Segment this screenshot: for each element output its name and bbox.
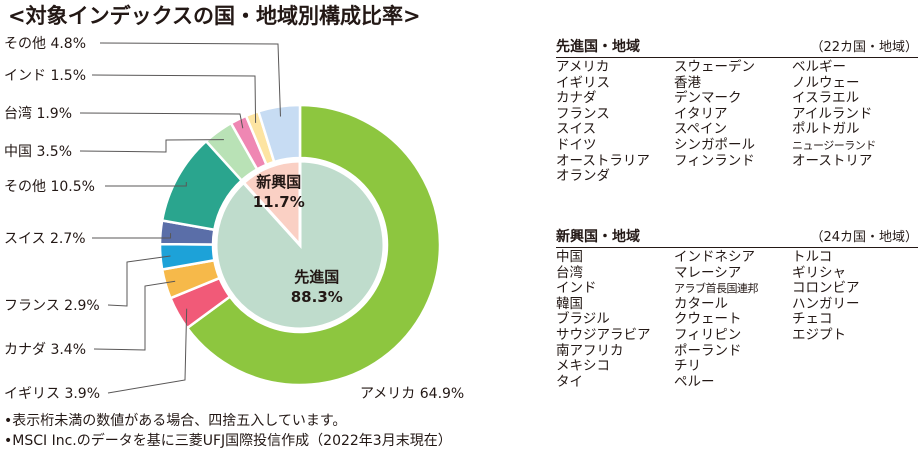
emerging-heading: 新興国・地域 — [556, 229, 640, 245]
country-item: サウジアラビア — [556, 326, 651, 343]
inner-value-1: 11.7% — [253, 193, 305, 211]
country-item: フランス — [556, 105, 610, 122]
inner-value-0: 88.3% — [291, 288, 343, 306]
leader-line-7 — [79, 112, 244, 129]
developed-count: （22カ国・地域） — [810, 40, 918, 55]
country-item: オーストラリア — [556, 152, 650, 169]
developed-country-list: アメリカ イギリス カナダ フランス スイス ドイツ オーストラリア オランダ スウェーデン香… — [556, 59, 918, 185]
emerging-panel: 新興国・地域 （24カ国・地域） 中国 台湾 インド 韓国 ブラジル サウジアラビア 南アフ… — [556, 226, 918, 390]
country-item: 南アフリカ — [556, 342, 624, 359]
slice-label-8: インド 1.5% — [4, 68, 86, 84]
country-item: ニュージーランド — [792, 138, 876, 152]
developed-panel: 先進国・地域 （22カ国・地域） アメリカ イギリス カナダ フランス スイス ドイツ オー… — [556, 36, 918, 185]
emerging-country-list: 中国 台湾 インド 韓国 ブラジル サウジアラビア 南アフリカ メキシコ タイ インドネシア マレ… — [556, 249, 918, 390]
developed-heading: 先進国・地域 — [556, 39, 640, 55]
country-item: ドイツ — [556, 136, 597, 153]
country-item: ブラジル — [556, 311, 610, 328]
country-item: ポルトガル — [792, 121, 860, 138]
slice-9 — [256, 103, 302, 164]
inner-label-1: 新興国 — [256, 173, 301, 191]
country-item: アラブ首長国連邦 — [674, 282, 759, 296]
footnote-rounding: •表示桁未満の数値がある場合、四捨五入しています。 — [4, 413, 347, 429]
country-item: ギリシャ — [792, 264, 846, 281]
country-item: チリ — [674, 358, 701, 375]
country-item: メキシコ — [556, 358, 610, 375]
country-item: カタール — [674, 295, 728, 312]
leader-line-8 — [91, 74, 257, 123]
leader-line-5 — [105, 182, 187, 187]
country-item: クウェート — [674, 311, 742, 328]
slice-label-0: アメリカ 64.9% — [360, 386, 464, 402]
leader-line-2 — [93, 280, 176, 351]
country-item: カナダ — [556, 90, 597, 107]
country-item: スウェーデン — [674, 59, 755, 75]
slice-label-4: スイス 2.7% — [4, 231, 86, 247]
country-item: チェコ — [792, 311, 833, 328]
country-item: スイス — [556, 121, 597, 138]
country-item: アメリカ — [556, 59, 610, 75]
slice-label-3: フランス 2.9% — [4, 298, 100, 314]
country-item: 中国 — [556, 249, 583, 265]
country-item: 韓国 — [556, 295, 583, 312]
country-item: イギリス — [556, 74, 610, 91]
emerging-count: （24カ国・地域） — [810, 230, 918, 245]
country-item: マレーシア — [674, 264, 742, 281]
slice-label-9: その他 4.8% — [4, 36, 86, 52]
leader-line-1 — [107, 308, 188, 394]
inner-label-0: 先進国 — [294, 268, 339, 286]
country-item: ノルウェー — [792, 74, 860, 91]
country-item: タイ — [556, 373, 583, 390]
slice-label-5: その他 10.5% — [4, 179, 95, 195]
country-item: オランダ — [556, 168, 610, 185]
slice-label-2: カナダ 3.4% — [4, 342, 86, 358]
footnote-source: •MSCI Inc.のデータを基に三菱UFJ国際投信作成（2022年3月末現在） — [4, 433, 452, 449]
leader-line-3 — [107, 255, 171, 307]
country-item: フィンランド — [674, 152, 755, 169]
country-item: インドネシア — [674, 249, 755, 265]
slice-label-6: 中国 3.5% — [4, 144, 72, 160]
country-item: シンガポール — [674, 136, 755, 153]
page-title: <対象インデックスの国・地域別構成比率> — [8, 4, 421, 28]
slice-0 — [185, 103, 442, 387]
country-item: ペルー — [674, 373, 715, 390]
country-item: デンマーク — [674, 90, 742, 107]
country-item: オーストリア — [792, 152, 873, 169]
leader-line-6 — [79, 139, 224, 153]
country-item: コロンビア — [792, 280, 860, 297]
country-item: イタリア — [674, 105, 728, 122]
country-item: トルコ — [792, 249, 833, 265]
country-item: インド — [556, 280, 597, 297]
country-item: ハンガリー — [792, 295, 860, 312]
country-item: フィリピン — [674, 326, 742, 343]
slice-label-1: イギリス 3.9% — [4, 386, 100, 402]
country-item: ポーランド — [674, 342, 742, 359]
inner-sector-1 — [241, 159, 302, 249]
country-item: 台湾 — [556, 264, 583, 281]
country-item: ベルギー — [792, 59, 846, 75]
leader-line-9 — [99, 42, 281, 117]
country-item: イスラエル — [792, 90, 860, 107]
slice-label-7: 台湾 1.9% — [4, 105, 72, 122]
country-item: アイルランド — [792, 105, 873, 122]
leader-line-4 — [92, 233, 172, 239]
country-item: エジプト — [792, 326, 846, 343]
country-item: 香港 — [674, 74, 701, 91]
country-item: スペイン — [674, 121, 728, 138]
